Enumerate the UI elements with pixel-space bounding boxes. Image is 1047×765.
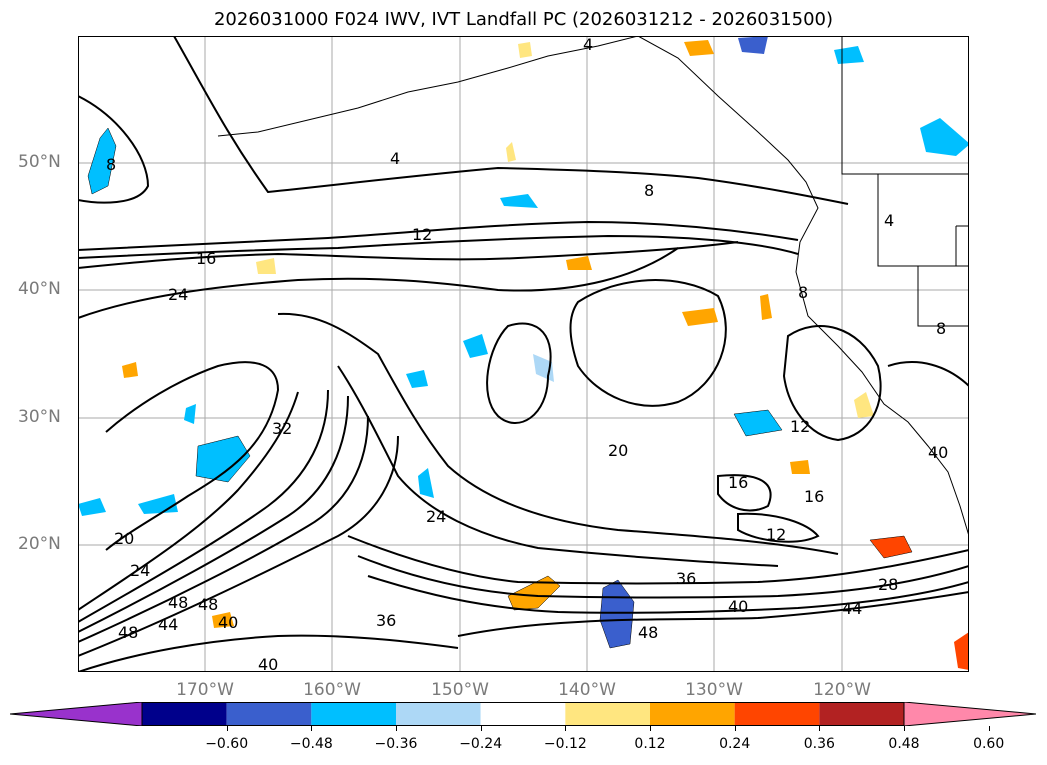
colorbar-tick-mark (396, 726, 397, 731)
contour-label: 40 (218, 613, 238, 632)
lon-label: 160°W (303, 680, 361, 700)
colorbar-tick-label: −0.24 (459, 736, 503, 752)
contour-label: 40 (928, 443, 948, 462)
contour-label: 40 (728, 597, 748, 616)
map-border (78, 36, 969, 672)
map-background (78, 36, 969, 672)
contour-label: 8 (644, 181, 654, 200)
colorbar-cell (142, 702, 227, 726)
lon-label: 120°W (813, 680, 871, 700)
colorbar-cell (819, 702, 904, 726)
contour-label: 48 (638, 623, 658, 642)
map-panel: 4 8 4 8 12 16 24 4 8 8 32 20 12 16 16 24… (78, 36, 969, 672)
contour-label: 8 (106, 155, 116, 174)
colorbar-cell (565, 702, 650, 726)
contour-label: 24 (426, 507, 446, 526)
colorbar-tick-label: 0.24 (719, 736, 751, 752)
colorbar-tick-mark (904, 726, 905, 731)
contour-label: 16 (804, 487, 824, 506)
colorbar-tick-label: −0.36 (374, 736, 418, 752)
contour-label: 36 (676, 569, 696, 588)
colorbar-cell (226, 702, 312, 726)
contour-label: 48 (118, 623, 138, 642)
colorbar-extend-high (903, 702, 1036, 726)
contour-label: 16 (196, 249, 216, 268)
contour-label: 36 (376, 611, 396, 630)
lon-label: 140°W (558, 680, 616, 700)
contour-labels: 4 8 4 8 12 16 24 4 8 8 32 20 12 16 16 24… (106, 36, 948, 672)
contour-label: 48 (198, 595, 218, 614)
colorbar-tick-mark (480, 726, 482, 731)
contour-label: 4 (583, 36, 593, 54)
contour-label: 12 (412, 225, 432, 244)
lon-label: 170°W (176, 680, 234, 700)
lon-label: 130°W (685, 680, 743, 700)
contour-label: 16 (728, 473, 748, 492)
colorbar-extend-low (10, 702, 143, 726)
contour-label: 28 (878, 575, 898, 594)
colorbar-tick-mark (988, 726, 990, 731)
contour-label: 44 (842, 599, 862, 618)
colorbar-tick-label: 0.36 (803, 736, 835, 752)
colorbar-cell (734, 702, 820, 726)
colorbar-tick-mark (734, 726, 736, 731)
colorbar-tick-mark (650, 726, 651, 731)
colorbar-tick-label: 0.60 (973, 736, 1005, 752)
colorbar-tick-mark (819, 726, 821, 731)
contour-label: 32 (272, 419, 292, 438)
contour-label: 12 (766, 525, 786, 544)
colorbar-tick-label: −0.48 (289, 736, 333, 752)
lat-label: 30°N (18, 407, 61, 427)
contour-label: 48 (168, 593, 188, 612)
colorbar-cell (650, 702, 735, 726)
contour-label: 24 (130, 561, 150, 580)
contour-label: 12 (790, 417, 810, 436)
coastlines (217, 36, 969, 537)
colorbar-tick-mark (565, 726, 567, 731)
graticule (78, 36, 969, 672)
contour-label: 24 (168, 285, 188, 304)
colorbar-tick-label: −0.60 (205, 736, 249, 752)
contour-label: 20 (608, 441, 628, 460)
contour-label: 8 (798, 283, 808, 302)
contour-label: 44 (158, 615, 178, 634)
colorbar-cell (311, 702, 396, 726)
lat-label: 20°N (18, 534, 61, 554)
colorbar-cell (396, 702, 481, 726)
colorbar-tick-label: 0.12 (634, 736, 666, 752)
colorbar (10, 702, 1036, 726)
colorbar-tick-mark (226, 726, 228, 731)
map-title: 2026031000 F024 IWV, IVT Landfall PC (20… (213, 9, 834, 30)
colorbar-tick-label: −0.12 (543, 736, 587, 752)
contour-label: 40 (258, 655, 278, 672)
lat-label: 50°N (18, 152, 61, 172)
colorbar-frame (141, 702, 905, 726)
ivt-contours (78, 36, 969, 672)
lat-label: 40°N (18, 279, 61, 299)
contour-label: 8 (936, 319, 946, 338)
colorbar-cells (10, 702, 1036, 726)
contour-label: 20 (114, 529, 134, 548)
contour-label: 4 (884, 211, 894, 230)
lon-label: 150°W (431, 680, 489, 700)
colorbar-tick-label: 0.48 (888, 736, 920, 752)
contour-label: 4 (390, 149, 400, 168)
colorbar-cell (480, 702, 566, 726)
colorbar-tick-mark (311, 726, 313, 731)
